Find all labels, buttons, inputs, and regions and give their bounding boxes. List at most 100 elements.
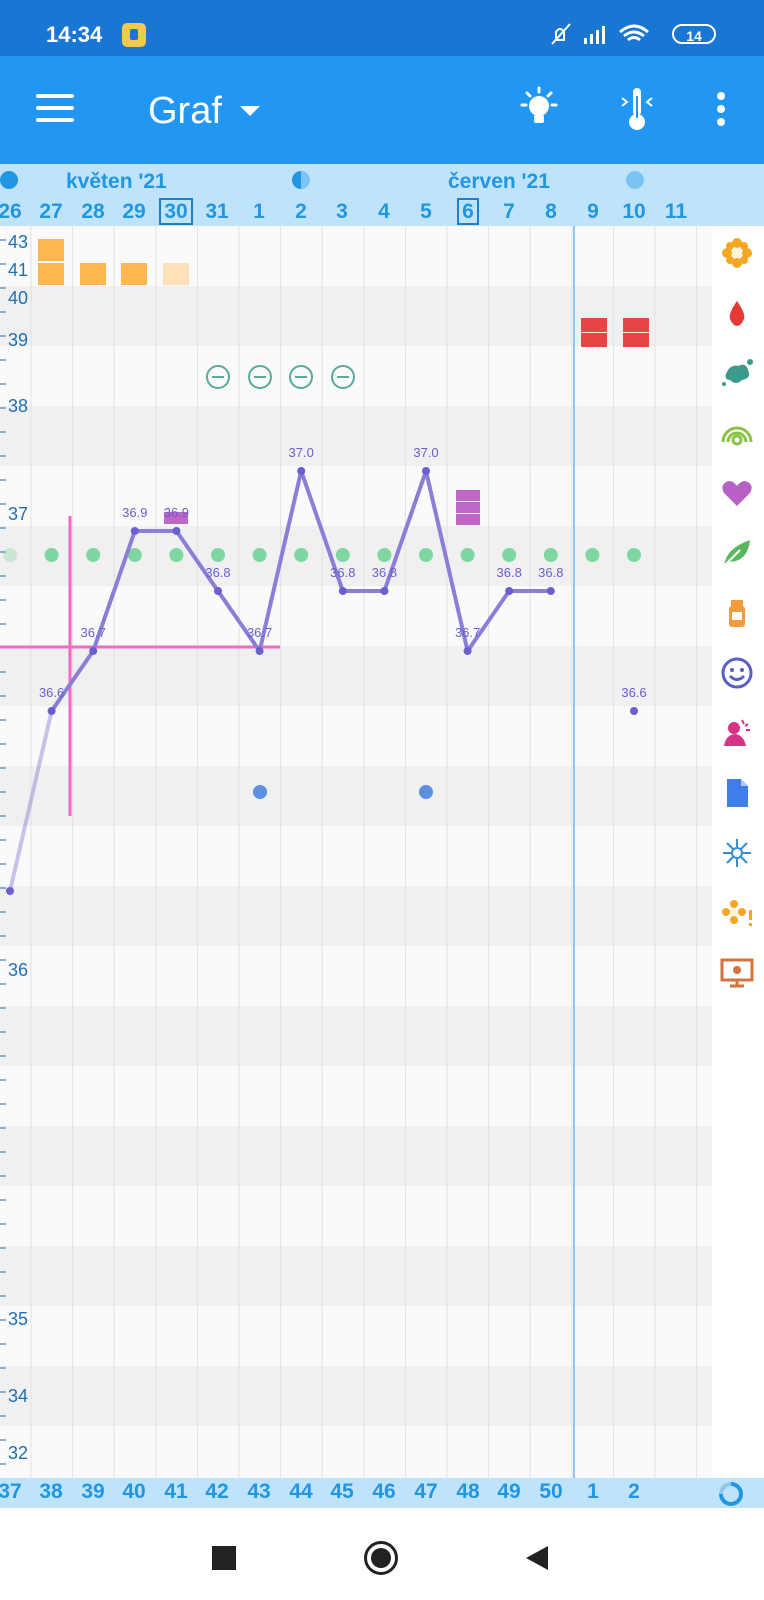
splash-icon[interactable]: [720, 356, 754, 390]
day-cell[interactable]: 5: [420, 200, 432, 223]
flower-icon[interactable]: [720, 236, 754, 270]
more-options-button[interactable]: [698, 84, 748, 134]
fertile-dot[interactable]: [86, 548, 101, 562]
fertile-dot[interactable]: [419, 548, 433, 562]
blue-dot-marker[interactable]: [419, 785, 433, 799]
day-cell[interactable]: 1: [253, 200, 265, 223]
rings-icon[interactable]: [720, 416, 754, 450]
status-time: 14:34: [46, 22, 103, 47]
day-cell[interactable]: 9: [587, 200, 599, 223]
person-icon[interactable]: [720, 716, 754, 750]
day-cell[interactable]: 31: [205, 200, 229, 223]
grid-band: [0, 706, 712, 766]
negative-test-icon[interactable]: [331, 365, 355, 389]
flower-alert-icon[interactable]: [720, 896, 754, 930]
smiley-icon[interactable]: [720, 656, 754, 690]
temperature-point[interactable]: [172, 527, 181, 535]
day-cell[interactable]: 4: [378, 200, 390, 223]
back-button[interactable]: [524, 1544, 550, 1572]
negative-test-icon[interactable]: [206, 365, 230, 389]
menu-button[interactable]: [36, 94, 74, 122]
thermometer-button[interactable]: [612, 84, 662, 134]
period-marker[interactable]: [623, 333, 649, 347]
y-axis-label: 32: [8, 1443, 28, 1463]
day-cell[interactable]: 10: [622, 200, 646, 223]
purple-marker[interactable]: [456, 502, 480, 513]
recent-apps-button[interactable]: [212, 1546, 236, 1570]
day-cell[interactable]: 8: [545, 200, 557, 223]
drop-icon[interactable]: [720, 296, 754, 330]
purple-marker[interactable]: [456, 514, 480, 525]
fertile-dot[interactable]: [627, 548, 641, 562]
negative-test-icon[interactable]: [289, 365, 313, 389]
mucus-marker[interactable]: [163, 263, 189, 285]
fertile-dot[interactable]: [502, 548, 517, 562]
temperature-point[interactable]: [338, 587, 347, 595]
fertile-dot[interactable]: [460, 548, 475, 562]
period-marker[interactable]: [623, 318, 649, 332]
fertile-dot[interactable]: [377, 548, 392, 562]
day-cell[interactable]: 7: [503, 200, 515, 223]
temperature-point[interactable]: [505, 587, 514, 595]
temperature-segment: [465, 589, 512, 653]
bottle-icon[interactable]: [720, 596, 754, 630]
blue-dot-marker[interactable]: [253, 785, 267, 799]
day-cell[interactable]: 3: [336, 200, 348, 223]
lightbulb-button[interactable]: [514, 84, 564, 134]
cycle-refresh-icon[interactable]: [718, 1481, 744, 1507]
day-cell-selected[interactable]: 6: [448, 198, 488, 225]
temperature-point[interactable]: [89, 647, 98, 655]
day-cell[interactable]: 29: [122, 200, 146, 223]
leaf-icon[interactable]: [720, 536, 754, 570]
fertile-dot[interactable]: [335, 548, 350, 562]
fertile-dot[interactable]: [127, 548, 142, 562]
dropdown-caret-icon[interactable]: [240, 106, 260, 116]
fertile-dot[interactable]: [211, 548, 225, 562]
fertile-dot[interactable]: [294, 548, 309, 562]
period-marker[interactable]: [581, 318, 607, 332]
fertile-dot[interactable]: [543, 548, 558, 562]
day-cell[interactable]: 26: [0, 200, 22, 223]
temperature-point[interactable]: [422, 467, 430, 475]
temperature-point[interactable]: [380, 587, 389, 595]
temperature-point[interactable]: [47, 707, 56, 715]
period-marker[interactable]: [581, 333, 607, 347]
temperature-point[interactable]: [130, 527, 139, 535]
temperature-segment: [257, 469, 304, 653]
document-icon[interactable]: [720, 776, 754, 810]
temperature-point[interactable]: [255, 647, 264, 655]
purple-marker[interactable]: [456, 490, 480, 501]
temperature-point[interactable]: [463, 647, 472, 655]
mucus-marker[interactable]: [38, 263, 64, 285]
home-button[interactable]: [364, 1541, 398, 1575]
purple-marker[interactable]: [164, 512, 188, 524]
day-cell-today[interactable]: 30: [156, 198, 196, 225]
monitor-icon[interactable]: [720, 956, 754, 990]
mucus-marker[interactable]: [38, 239, 64, 261]
mucus-marker[interactable]: [80, 263, 106, 285]
day-cell[interactable]: 2: [295, 200, 307, 223]
negative-test-icon[interactable]: [248, 365, 272, 389]
mute-icon: [551, 23, 571, 45]
view-selector-title[interactable]: Graf: [148, 90, 222, 132]
day-cell[interactable]: 27: [39, 200, 63, 223]
temperature-segment: [424, 469, 470, 653]
fertile-dot[interactable]: [3, 548, 17, 562]
day-cell[interactable]: 28: [81, 200, 105, 223]
heart-icon[interactable]: [720, 476, 754, 510]
day-cell[interactable]: 11: [664, 200, 688, 223]
temperature-point[interactable]: [297, 467, 306, 475]
fertile-dot[interactable]: [169, 548, 184, 562]
fertile-dot[interactable]: [44, 548, 59, 562]
temperature-point[interactable]: [214, 587, 222, 595]
temperature-segment: [382, 469, 428, 593]
temperature-point[interactable]: [6, 887, 14, 895]
sparkle-icon[interactable]: [720, 836, 754, 870]
mucus-marker[interactable]: [121, 263, 147, 285]
temperature-point[interactable]: [630, 707, 638, 715]
fertile-dot[interactable]: [252, 548, 267, 562]
temperature-point[interactable]: [546, 587, 555, 595]
y-axis-label: 34: [8, 1386, 28, 1406]
fertile-dot[interactable]: [585, 548, 600, 562]
